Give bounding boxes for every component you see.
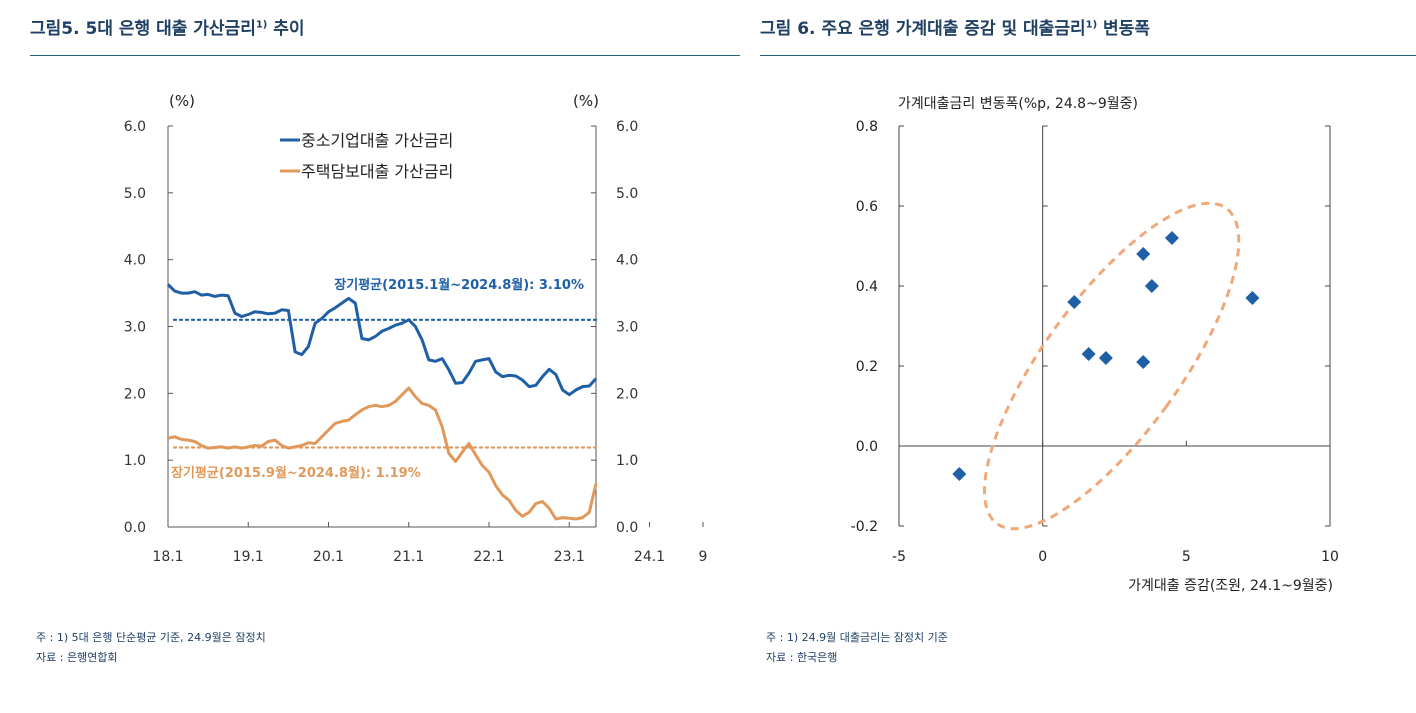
left-footnote: 주 : 1) 5대 은행 단순평균 기준, 24.9월은 잠정치 bbox=[36, 631, 266, 644]
series-line bbox=[167, 386, 598, 521]
y-tick-label-left: 4.0 bbox=[124, 253, 146, 269]
y-tick-label: 0.2 bbox=[856, 359, 878, 375]
right-source: 자료 : 한국은행 bbox=[766, 651, 838, 664]
y-tick-label-right: 3.0 bbox=[616, 320, 638, 336]
y-tick-label-right: 1.0 bbox=[616, 453, 638, 469]
left-source: 자료 : 은행연합회 bbox=[36, 651, 118, 664]
x-tick-label: 23.1 bbox=[554, 549, 585, 565]
x-tick-label: 10 bbox=[1321, 549, 1339, 565]
scatter-point bbox=[1081, 347, 1096, 361]
x-tick-label: 0 bbox=[1038, 549, 1047, 565]
y-tick-label-left: 3.0 bbox=[124, 320, 146, 336]
scatter-point bbox=[1136, 247, 1151, 261]
cluster-ellipse bbox=[982, 201, 1241, 531]
y-axis-title: 가계대출금리 변동폭(%p, 24.8~9월중) bbox=[898, 96, 1138, 112]
reference-label-mortgage: 장기평균(2015.9월~2024.8월): 1.19% bbox=[171, 465, 421, 481]
y-tick-label-right: 0.0 bbox=[616, 520, 638, 536]
scatter-point bbox=[952, 467, 967, 481]
y-tick-label: 0.4 bbox=[856, 279, 878, 295]
x-tick-label: 18.1 bbox=[152, 549, 183, 565]
right-footnote: 주 : 1) 24.9월 대출금리는 잠정치 기준 bbox=[766, 631, 948, 644]
scatter-point bbox=[1098, 351, 1113, 365]
right-notes: 주 : 1) 24.9월 대출금리는 잠정치 기준 자료 : 한국은행 bbox=[766, 628, 948, 668]
left-figure-title: 그림5. 5대 은행 대출 가산금리1) 추이 bbox=[30, 19, 305, 39]
y-tick-label: 0.6 bbox=[856, 199, 878, 215]
scatter-point bbox=[1144, 279, 1159, 293]
scatter-point bbox=[1164, 231, 1179, 245]
scatter-point bbox=[1245, 291, 1260, 305]
y-tick-label-right: 5.0 bbox=[616, 186, 638, 202]
left-title-divider bbox=[30, 55, 740, 56]
y-tick-label-left: 5.0 bbox=[124, 186, 146, 202]
scatter-point bbox=[1067, 295, 1082, 309]
x-tick-label: 22.1 bbox=[473, 549, 504, 565]
y-tick-label: -0.2 bbox=[851, 519, 878, 535]
y-tick-label-left: 0.0 bbox=[124, 520, 146, 536]
legend-label: 중소기업대출 가산금리 bbox=[301, 131, 453, 150]
scatter-point bbox=[1136, 355, 1151, 369]
y-tick-label-left: 2.0 bbox=[124, 386, 146, 402]
y-tick-label-left: 1.0 bbox=[124, 453, 146, 469]
y-tick-label-left: 6.0 bbox=[124, 119, 146, 135]
right-figure-panel: 그림 6. 주요 은행 가계대출 증감 및 대출금리1) 변동폭 -0.2 0.0… bbox=[760, 0, 1416, 713]
spread-line-chart: 0.0 0.0 1.0 1.0 2.0 2.0 3.0 3.0 4.0 4.0 5.0 5.0 6.0 6… bbox=[124, 92, 708, 565]
right-title-divider bbox=[760, 55, 1416, 56]
x-tick-label: 5 bbox=[1182, 549, 1191, 565]
left-y-unit: (%) bbox=[169, 92, 195, 110]
left-figure-panel: 그림5. 5대 은행 대출 가산금리1) 추이 0.0 0.0 1.0 1.0 2.0 2… bbox=[30, 19, 740, 668]
x-tick-label: 19.1 bbox=[233, 549, 264, 565]
x-axis-title: 가계대출 증감(조원, 24.1~9월중) bbox=[1128, 578, 1333, 594]
left-notes: 주 : 1) 5대 은행 단순평균 기준, 24.9월은 잠정치 자료 : 은행… bbox=[36, 628, 266, 668]
legend-label: 주택담보대출 가산금리 bbox=[301, 162, 453, 181]
right-y-unit: (%) bbox=[573, 92, 599, 110]
y-tick-label-right: 2.0 bbox=[616, 386, 638, 402]
right-figure-title: 그림 6. 주요 은행 가계대출 증감 및 대출금리1) 변동폭 bbox=[760, 19, 1150, 39]
loan-scatter-chart: -0.2 0.0 0.2 0.4 0.6 0.8 -5 0 5 10 가계대출금리 변동폭(%p, … bbox=[851, 96, 1339, 594]
y-tick-label: 0.0 bbox=[856, 439, 878, 455]
y-tick-label-right: 6.0 bbox=[616, 119, 638, 135]
x-tick-label: 21.1 bbox=[393, 549, 424, 565]
y-tick-label-right: 4.0 bbox=[616, 253, 638, 269]
x-tick-label: 24.1 bbox=[634, 549, 665, 565]
x-tick-label: 9 bbox=[699, 549, 708, 565]
y-tick-label: 0.8 bbox=[856, 119, 878, 135]
x-tick-label: 20.1 bbox=[313, 549, 344, 565]
series-line bbox=[166, 283, 598, 397]
x-tick-label: -5 bbox=[892, 549, 906, 565]
reference-label-sme: 장기평균(2015.1월~2024.8월): 3.10% bbox=[334, 277, 584, 293]
